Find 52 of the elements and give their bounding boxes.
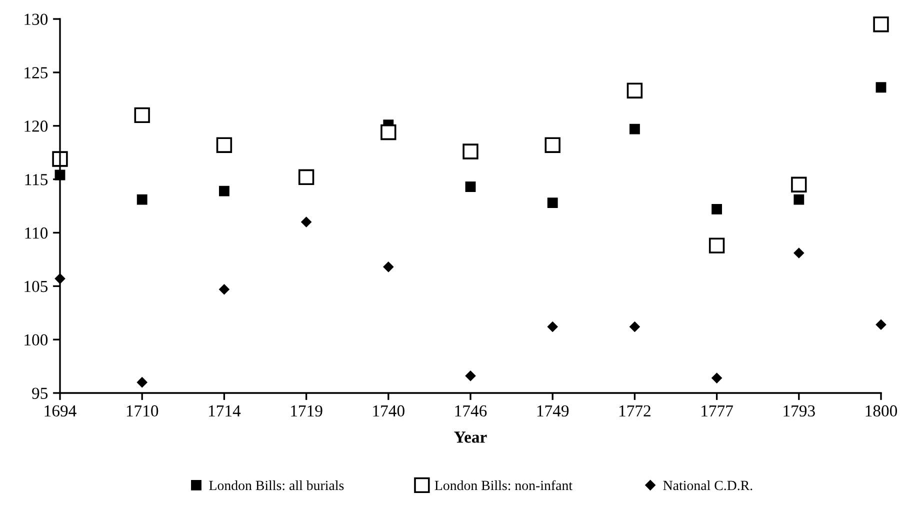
x-tick-label: 1800 — [866, 405, 898, 417]
point — [794, 194, 804, 205]
x-tick-label: 1749 — [537, 405, 569, 417]
legend-label: National C.D.R. — [663, 480, 752, 490]
point — [629, 321, 640, 332]
point — [544, 137, 560, 153]
x-tick-label: 1710 — [126, 405, 158, 417]
point — [136, 194, 148, 205]
point — [218, 284, 230, 295]
x-axis-title: Year — [454, 432, 487, 443]
y-tick-label: 125 — [24, 67, 48, 78]
x-tick-label: 1719 — [291, 405, 322, 417]
point — [712, 204, 722, 214]
y-tick-label: 130 — [24, 14, 48, 25]
point — [136, 377, 148, 388]
point — [465, 182, 476, 192]
y-tick-label: 110 — [25, 227, 48, 239]
point — [876, 319, 886, 330]
point — [791, 176, 807, 192]
y-tick-label: 100 — [24, 334, 48, 346]
point — [301, 216, 312, 228]
y-tick-label: 105 — [24, 280, 48, 292]
point — [52, 151, 68, 167]
point — [134, 107, 150, 124]
point — [794, 248, 804, 258]
point — [218, 186, 230, 196]
y-tick-label: 120 — [24, 120, 48, 132]
point — [465, 370, 476, 382]
point — [383, 262, 394, 272]
point — [547, 321, 558, 332]
point — [712, 372, 722, 384]
point — [547, 198, 558, 208]
x-tick-label: 1772 — [620, 405, 650, 416]
legend-label: London Bills: non-infant — [434, 480, 572, 490]
x-tick-label: 1793 — [784, 405, 815, 417]
y-tick-label: 115 — [25, 174, 48, 186]
x-tick-label: 1740 — [373, 405, 404, 417]
point — [626, 82, 643, 98]
x-tick-label: 1694 — [44, 405, 76, 417]
point — [629, 124, 640, 134]
point — [876, 82, 886, 93]
x-tick-label: 1746 — [455, 405, 487, 417]
y-tick-label: 95 — [32, 388, 48, 399]
point — [380, 124, 396, 140]
x-tick-label: 1777 — [702, 405, 733, 416]
point — [873, 16, 889, 32]
x-tick-label: 1714 — [209, 405, 241, 416]
point — [708, 238, 725, 254]
point — [298, 169, 314, 185]
point — [216, 137, 232, 153]
point — [462, 144, 478, 160]
legend-label: London Bills: all burials — [209, 480, 344, 490]
